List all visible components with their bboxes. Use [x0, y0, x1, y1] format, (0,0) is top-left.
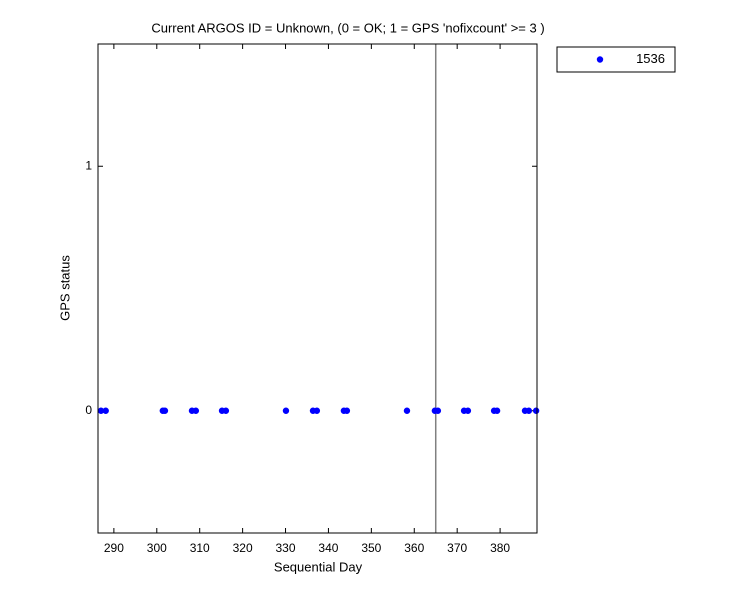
legend-label: 1536: [636, 51, 665, 66]
legend-box: [556, 46, 676, 73]
data-point: [192, 407, 200, 414]
chart-title: Current ARGOS ID = Unknown, (0 = OK; 1 =…: [151, 20, 544, 35]
data-point: [282, 407, 290, 414]
data-point: [403, 407, 411, 414]
x-tick-label: 290: [104, 541, 124, 555]
data-point: [97, 407, 105, 414]
x-tick-label: 340: [318, 541, 338, 555]
data-point: [434, 407, 442, 414]
y-tick-label: 1: [85, 158, 92, 172]
data-point: [343, 407, 351, 414]
x-tick-label: 320: [233, 541, 253, 555]
x-tick-label: 330: [276, 541, 296, 555]
x-tick-label: 300: [147, 541, 167, 555]
data-point: [102, 407, 109, 414]
plot-area: [98, 44, 537, 533]
data-point: [222, 407, 230, 414]
axes-box: [97, 43, 538, 534]
x-tick-label: 360: [404, 541, 424, 555]
y-tick-label: 0: [85, 403, 92, 417]
legend-marker: [596, 56, 604, 63]
x-tick-label: 380: [490, 541, 510, 555]
data-point: [313, 407, 321, 414]
data-point: [161, 407, 169, 414]
x-tick-label: 370: [447, 541, 467, 555]
y-axis-label: GPS status: [57, 255, 72, 321]
x-tick-label: 350: [361, 541, 381, 555]
data-point: [493, 407, 501, 414]
x-axis-label: Sequential Day: [274, 559, 363, 574]
data-point: [525, 407, 533, 414]
data-point: [532, 407, 540, 414]
x-tick-label: 310: [190, 541, 210, 555]
data-point: [464, 407, 472, 414]
